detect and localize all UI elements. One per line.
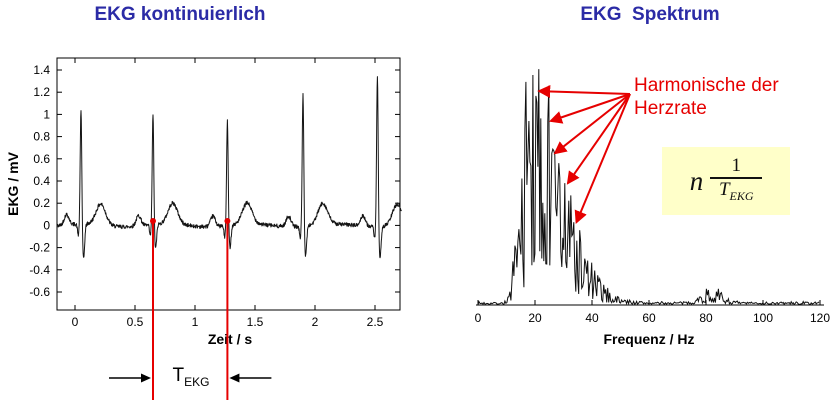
period-arrowhead-left-icon <box>141 373 151 383</box>
x-tick-label: 100 <box>753 311 773 325</box>
formula-fraction: 1 TEKG <box>710 155 763 206</box>
denominator-base: T <box>718 179 730 201</box>
y-tick-label: -0.6 <box>29 285 50 299</box>
formula-box: n 1 TEKG <box>662 147 790 215</box>
harmonic-arrow-icon <box>537 84 631 98</box>
harmonic-arrow-icon <box>574 93 631 224</box>
ekg-waveform <box>56 76 402 259</box>
x-tick-label: 2 <box>312 315 319 329</box>
x-tick-label: 20 <box>528 311 542 325</box>
x-tick-label: 0 <box>475 311 482 325</box>
y-tick-label: 0.2 <box>33 196 50 210</box>
harmonic-arrow-icon <box>566 93 631 185</box>
y-tick-label: 1 <box>43 107 50 121</box>
period-label-subscript: EKG <box>184 374 210 389</box>
y-tick-label: 0 <box>43 218 50 232</box>
harmonics-line1: Harmonische der <box>634 75 779 96</box>
x-tick-label: 120 <box>810 311 830 325</box>
x-tick-label: 2.5 <box>367 315 384 329</box>
period-arrowhead-right-icon <box>229 373 240 383</box>
period-marker-dot <box>224 218 231 224</box>
harmonic-arrow-icon <box>548 93 631 124</box>
left-chart-title: EKG kontinuierlich <box>94 4 266 25</box>
left-y-axis-label: EKG / mV <box>5 151 21 215</box>
y-tick-label: 1.4 <box>33 63 50 77</box>
left-x-axis-label: Zeit / s <box>208 331 253 347</box>
spectrum-trace <box>477 69 820 306</box>
x-tick-label: 40 <box>585 311 599 325</box>
x-tick-label: 80 <box>699 311 713 325</box>
y-tick-label: -0.4 <box>29 263 50 277</box>
y-tick-label: 0.6 <box>33 152 50 166</box>
harmonic-arrow-icon <box>553 93 631 155</box>
formula-coefficient: n <box>689 165 704 196</box>
left-plot-frame <box>56 57 401 311</box>
y-tick-label: 0.8 <box>33 130 50 144</box>
x-tick-label: 60 <box>642 311 656 325</box>
x-tick-label: 0 <box>72 315 79 329</box>
y-tick-label: 0.4 <box>33 174 50 188</box>
y-tick-label: 1.2 <box>33 85 50 99</box>
x-tick-label: 1 <box>192 315 199 329</box>
x-tick-label: 0.5 <box>127 315 144 329</box>
x-tick-label: 1.5 <box>247 315 264 329</box>
period-label: TEKG <box>150 365 232 389</box>
formula-denominator: TEKG <box>719 180 754 206</box>
fraction-bar-line <box>710 177 763 180</box>
right-x-axis-label: Frequenz / Hz <box>603 331 694 347</box>
harmonics-annotation: Harmonische der Herzrate <box>634 74 779 120</box>
y-tick-label: -0.2 <box>29 241 50 255</box>
denominator-subscript: EKG <box>729 188 754 203</box>
period-label-base: T <box>172 365 185 386</box>
formula-numerator: 1 <box>731 155 742 177</box>
period-marker-dot <box>150 218 156 224</box>
harmonics-line2: Herzrate <box>634 98 707 119</box>
right-chart-title: EKG Spektrum <box>580 4 720 25</box>
